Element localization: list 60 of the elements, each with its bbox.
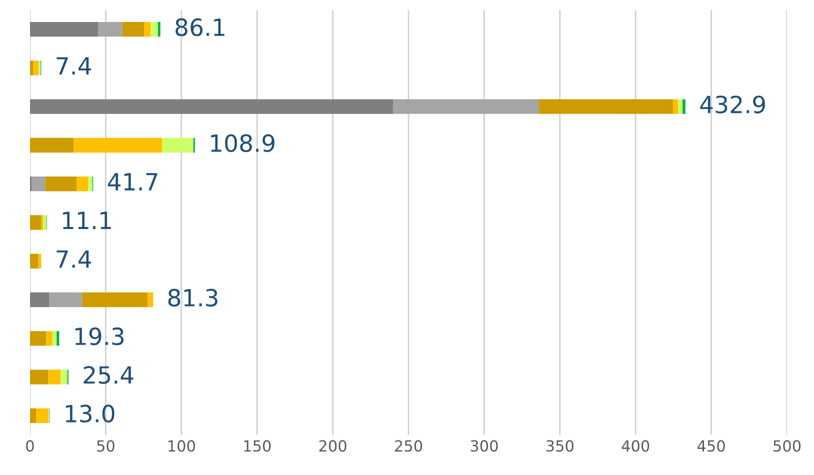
total-label: 25.4 [84, 366, 134, 384]
bar [144, 22, 151, 37]
total-label: 81.3 [168, 288, 218, 307]
total-label: 41.7 [108, 173, 158, 190]
bar [45, 176, 77, 192]
bar [74, 138, 162, 153]
bar [539, 99, 673, 114]
bar [30, 99, 394, 114]
bar [38, 254, 42, 268]
x-tick-label: 150 [244, 440, 271, 452]
total-label: 13.0 [66, 404, 114, 423]
total-label: 7.4 [56, 250, 92, 268]
bar [30, 60, 34, 76]
x-tick-label: 500 [774, 440, 801, 452]
bar [32, 176, 46, 192]
total-label: 432.9 [700, 96, 765, 114]
bar [43, 215, 46, 230]
x-tick-label: 450 [697, 440, 725, 452]
total-label: 7.4 [56, 57, 92, 74]
x-tick-label: 300 [470, 440, 498, 452]
bar [98, 22, 122, 37]
bar [678, 99, 683, 114]
total-label: 11.1 [63, 212, 111, 230]
bar [682, 99, 686, 114]
bar [30, 215, 42, 230]
x-tick-label: 100 [168, 440, 195, 452]
bar [56, 331, 60, 346]
x-tick-label: 0 [26, 440, 34, 452]
bar [46, 331, 52, 346]
bar [672, 99, 678, 114]
bar [30, 370, 48, 384]
bar [88, 176, 92, 192]
bar [150, 22, 158, 37]
bar [30, 292, 50, 308]
bar [158, 22, 160, 37]
total-label: 86.1 [176, 18, 224, 36]
bar [148, 292, 154, 308]
bar [30, 331, 46, 346]
bar [162, 138, 194, 153]
bar [33, 60, 39, 76]
total-label: 19.3 [75, 327, 124, 346]
bar [30, 138, 74, 153]
bar [76, 176, 88, 192]
bar [30, 408, 36, 424]
bar [49, 292, 82, 308]
total-label: 108.9 [211, 134, 274, 152]
x-tick-label: 350 [546, 440, 574, 452]
bar [30, 22, 98, 37]
bar [393, 99, 540, 114]
x-tick-label: 400 [622, 440, 650, 452]
bar [122, 22, 144, 37]
bar [48, 370, 61, 384]
bar [60, 370, 68, 384]
x-tick-label: 200 [319, 440, 346, 452]
x-tick-label: 50 [97, 440, 114, 452]
bar [82, 292, 148, 308]
bar [36, 408, 48, 424]
x-tick-label: 250 [395, 440, 422, 452]
bar [52, 331, 57, 346]
bar [30, 254, 38, 268]
